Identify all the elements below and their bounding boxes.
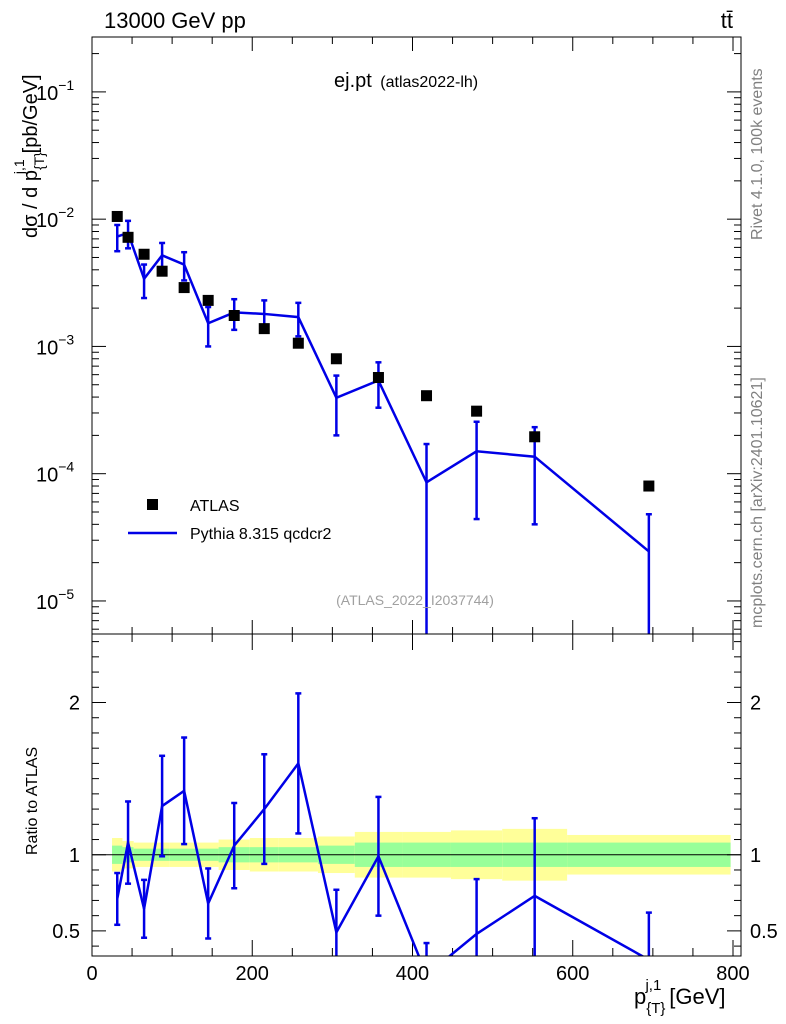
main-y-tick-label: 10−5 [36,586,74,614]
atlas-data-point [122,231,134,243]
x-tick-label: 600 [556,963,589,985]
main-y-label-sup: j,1 [11,159,27,175]
legend-atlas-label: ATLAS [190,498,240,515]
main-y-label-unit: [pb/GeV] [20,74,42,153]
main-y-tick-exp: −1 [58,77,74,93]
mcplots-source-label: mcplots.cern.ch [arXiv:2401.10621] [749,377,766,628]
main-y-tick-label: 10−3 [36,331,74,359]
atlas-data-point [178,282,190,294]
x-label-sup: j,1 [644,977,661,994]
ratio-y-axis-label: Ratio to ATLAS [24,747,41,855]
ratio-y-tick-label: 2 [69,693,80,715]
rivet-version-label: Rivet 4.1.0, 100k events [749,68,766,240]
main-panel: 10−510−410−310−210−1 ej.pt (atlas2022-lh… [11,36,742,635]
analysis-watermark: (ATLAS_2022_I2037744) [336,592,494,608]
main-y-tick-exp: −3 [58,331,74,347]
atlas-data-point [421,390,433,402]
main-frame [91,36,742,635]
process-label: tt̄ [721,8,733,33]
ratio-axis-ticks [91,634,741,956]
main-y-label-sub: {T} [31,152,47,170]
main-y-tick-base: 10 [36,592,58,614]
main-y-label-pre: dσ / d p [20,170,42,238]
x-tick-label: 400 [396,963,429,985]
main-y-tick-base: 10 [36,210,58,232]
legend: ATLAS Pythia 8.315 qcdcr2 [128,498,332,543]
main-title: ej.pt (atlas2022-lh) [334,70,478,92]
x-tick-label: 0 [86,963,97,985]
atlas-data-point [228,309,240,321]
ratio-y-tick-label-right: 0.5 [750,921,778,943]
ratio-y-tick-label-right: 2 [750,693,761,715]
x-tick-label: 200 [236,963,269,985]
main-y-tick-labels: 10−510−410−310−210−1 [36,77,74,614]
main-y-tick-label: 10−4 [36,459,74,487]
ratio-line [116,760,645,956]
main-data-layer [111,210,655,634]
ratio-panel: 0.5 0.5 1 1 2 2 Ratio to ATLAS [24,633,778,957]
main-y-tick-label: 10−1 [36,77,74,105]
ratio-y-tick-labels: 0.5 0.5 1 1 2 2 [52,693,778,943]
x-tick-label: 800 [716,963,749,985]
legend-atlas-marker [147,499,158,510]
atlas-data-point [156,265,168,277]
ratio-data-layer [114,692,652,956]
atlas-data-point [372,371,384,383]
x-tick-labels: 0 200 400 600 800 [86,963,749,985]
atlas-data-point [292,337,304,349]
x-label-sub: {T} [646,1000,665,1017]
atlas-data-point [138,248,150,260]
atlas-data-point [471,405,483,417]
main-subtitle-text: (atlas2022-lh) [380,74,478,91]
ratio-frame [91,633,742,957]
main-y-tick-exp: −5 [58,586,74,602]
main-y-tick-exp: −2 [58,204,74,220]
x-label-main: p [634,984,646,1009]
main-y-axis-label: dσ / d p{T}j,1 [pb/GeV] [11,74,47,238]
atlas-data-point [529,431,541,443]
x-axis-label: p{T} j,1 [GeV] [634,977,726,1017]
main-y-tick-base: 10 [36,465,58,487]
ratio-y-tick-label: 0.5 [52,921,80,943]
main-y-tick-exp: −4 [58,459,74,475]
energy-label: 13000 GeV pp [104,8,246,33]
atlas-data-point [258,323,270,335]
atlas-data-point [330,353,342,365]
legend-pythia-label: Pythia 8.315 qcdcr2 [190,526,332,543]
atlas-data-point [202,294,214,306]
main-y-tick-label: 10−2 [36,204,74,232]
main-y-tick-base: 10 [36,83,58,105]
atlas-data-point [111,210,123,222]
main-y-tick-base: 10 [36,337,58,359]
pythia-line [116,231,650,553]
atlas-data-point [643,480,655,492]
ratio-y-tick-label: 1 [69,845,80,867]
ratio-y-tick-label-right: 1 [750,845,761,867]
main-axis-ticks [91,37,741,634]
x-label-unit: [GeV] [669,984,725,1009]
main-title-text: ej.pt [334,70,372,92]
